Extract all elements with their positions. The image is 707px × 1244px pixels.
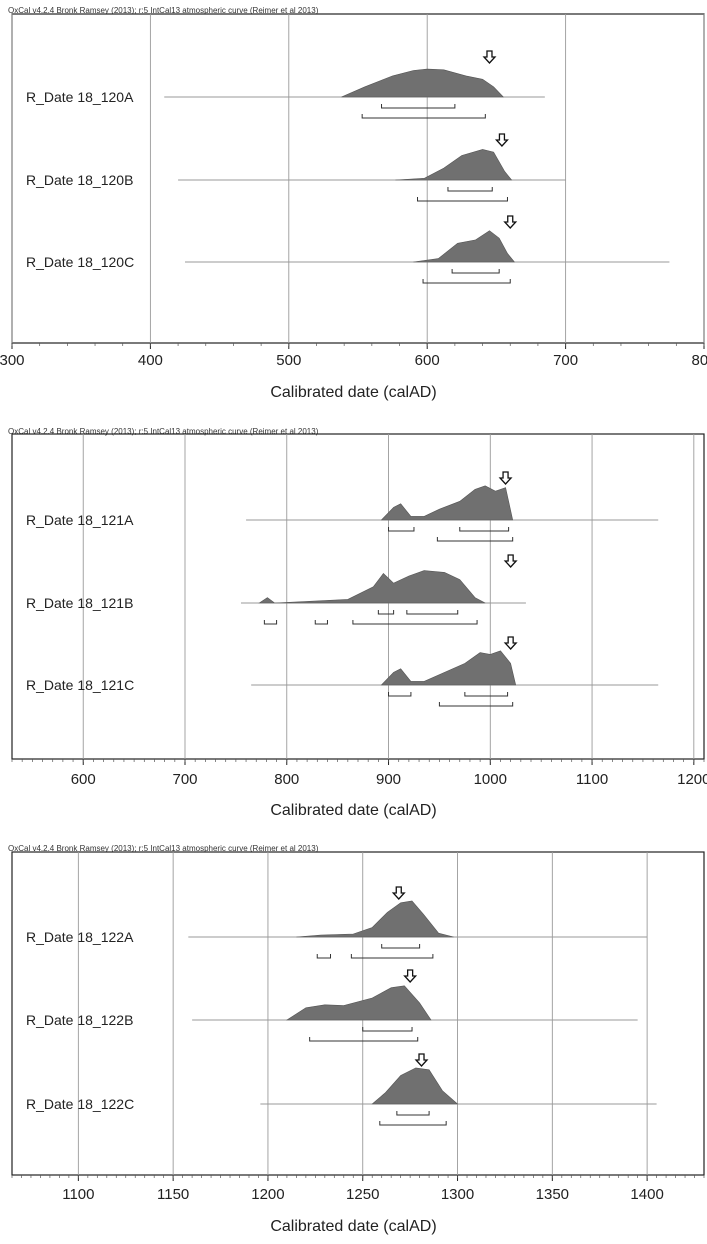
- range-95-bracket: [422, 279, 511, 284]
- x-axis-label: Calibrated date (calAD): [270, 802, 437, 819]
- date-label: R_Date 18_121A: [26, 512, 134, 528]
- probability-distribution: [413, 230, 516, 263]
- x-tick-label: 700: [172, 771, 197, 788]
- range-68-bracket: [451, 269, 500, 274]
- chart-2-svg: 600 700 800 900 1000 1100 1200 R_Date 18_121A R_…: [11, 433, 707, 788]
- range-68-bracket: [381, 104, 456, 109]
- range-95-bracket: [438, 702, 514, 707]
- probability-distribution: [395, 149, 513, 181]
- date-row: R_Date 18_120B: [26, 133, 566, 202]
- chart-3-svg: 1100 1150 1200 1250 1300 1350 1400 R_Date 18_12…: [11, 851, 705, 1203]
- range-68-bracket: [406, 610, 459, 615]
- x-tick-label: 800: [691, 352, 707, 369]
- x-tick-label: 700: [553, 352, 578, 369]
- arrow-marker: [414, 1053, 429, 1067]
- date-row: R_Date 18_121B: [26, 554, 526, 625]
- range-95-bracket: [379, 1121, 447, 1126]
- x-tick-label: 600: [415, 352, 440, 369]
- x-tick-label: 1100: [576, 771, 608, 788]
- range-95-bracket: [436, 537, 514, 542]
- chart-panel-1: OxCal v4.2.4 Bronk Ramsey (2013); r:5 In…: [0, 0, 707, 420]
- range-68-bracket: [447, 187, 493, 192]
- date-label: R_Date 18_120A: [26, 89, 134, 105]
- arrow-marker: [494, 133, 509, 147]
- range-68-bracket: [459, 527, 510, 532]
- probability-distribution: [380, 485, 514, 521]
- range-95-bracket: [361, 114, 486, 119]
- x-tick-label: 300: [0, 352, 25, 369]
- date-label: R_Date 18_122B: [26, 1012, 133, 1028]
- range-95-bracket: [417, 197, 508, 202]
- x-tick-label: 1200: [251, 1186, 284, 1203]
- x-axis-label: Calibrated date (calAD): [270, 384, 437, 401]
- chart-panel-2: OxCal v4.2.4 Bronk Ramsey (2013); r:5 In…: [0, 420, 707, 830]
- x-tick-label: 1400: [630, 1186, 663, 1203]
- range-95-bracket: [350, 954, 434, 959]
- range-95-bracket: [263, 620, 278, 625]
- arrow-marker: [482, 50, 497, 64]
- range-68-bracket: [388, 692, 412, 697]
- range-95-bracket: [352, 620, 478, 625]
- range-68-bracket: [362, 1027, 413, 1032]
- date-row: R_Date 18_122A: [26, 886, 648, 959]
- date-row: R_Date 18_122C: [26, 1053, 657, 1126]
- date-label: R_Date 18_122C: [26, 1096, 134, 1112]
- date-label: R_Date 18_120B: [26, 172, 133, 188]
- date-label: R_Date 18_120C: [26, 254, 134, 270]
- range-95-bracket: [309, 1037, 419, 1042]
- arrow-marker: [503, 636, 518, 650]
- date-row: R_Date 18_120A: [26, 50, 545, 119]
- date-label: R_Date 18_121C: [26, 677, 134, 693]
- range-95-bracket: [314, 620, 328, 625]
- x-tick-label: 500: [276, 352, 301, 369]
- x-tick-label: 1200: [677, 771, 707, 788]
- probability-distribution: [380, 650, 517, 686]
- date-row: R_Date 18_122B: [26, 969, 638, 1042]
- x-tick-label: 1150: [157, 1186, 189, 1203]
- x-tick-label: 1000: [474, 771, 507, 788]
- range-68-bracket: [464, 692, 509, 697]
- probability-distribution: [296, 900, 454, 938]
- arrow-marker: [503, 215, 518, 229]
- range-68-bracket: [377, 610, 395, 615]
- date-row: R_Date 18_121A: [26, 471, 659, 542]
- date-label: R_Date 18_121B: [26, 595, 133, 611]
- chart-header: OxCal v4.2.4 Bronk Ramsey (2013); r:5 In…: [8, 427, 319, 436]
- arrow-marker: [503, 554, 518, 568]
- x-axis-label: Calibrated date (calAD): [270, 1218, 437, 1235]
- x-tick-label: 800: [274, 771, 299, 788]
- x-tick-label: 1350: [536, 1186, 569, 1203]
- range-68-bracket: [388, 527, 415, 532]
- date-row: R_Date 18_121C: [26, 636, 659, 707]
- probability-distribution: [258, 570, 486, 604]
- probability-distribution: [341, 68, 504, 98]
- x-tick-label: 400: [138, 352, 163, 369]
- date-row: R_Date 18_120C: [26, 215, 670, 284]
- x-tick-label: 1300: [441, 1186, 474, 1203]
- x-tick-label: 1100: [62, 1186, 94, 1203]
- probability-distribution: [285, 985, 432, 1021]
- probability-distribution: [371, 1067, 459, 1105]
- arrow-marker: [403, 969, 418, 983]
- range-68-bracket: [381, 944, 421, 949]
- plot-frame: [11, 851, 705, 1176]
- x-tick-label: 600: [71, 771, 96, 788]
- range-95-bracket: [316, 954, 332, 959]
- arrow-marker: [498, 471, 513, 485]
- chart-panel-3: OxCal v4.2.4 Bronk Ramsey (2013); r:5 In…: [0, 838, 707, 1244]
- arrow-marker: [391, 886, 406, 900]
- x-tick-label: 900: [376, 771, 401, 788]
- chart-header: OxCal v4.2.4 Bronk Ramsey (2013); r:5 In…: [8, 6, 319, 15]
- x-tick-label: 1250: [346, 1186, 379, 1203]
- range-68-bracket: [396, 1111, 430, 1116]
- chart-1-svg: 300 400 500 600 700 800 R_Date 18_120A R_Date 1…: [0, 13, 707, 369]
- chart-header: OxCal v4.2.4 Bronk Ramsey (2013); r:5 In…: [8, 844, 319, 853]
- date-label: R_Date 18_122A: [26, 929, 134, 945]
